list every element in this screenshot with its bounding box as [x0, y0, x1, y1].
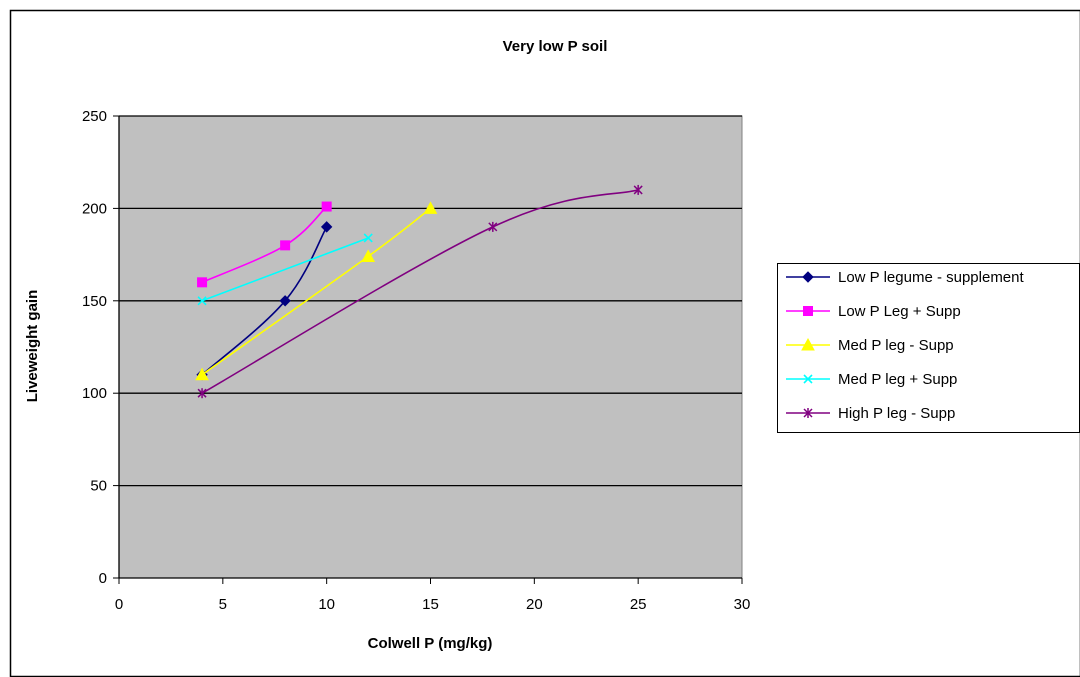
y-axis-title: Liveweight gain — [24, 290, 41, 403]
legend-marker — [803, 408, 813, 418]
x-tick-label: 10 — [318, 596, 335, 613]
plot-background — [118, 115, 743, 579]
series-5 — [197, 184, 643, 399]
chart-title: Very low P soil — [503, 38, 608, 55]
data-point — [279, 295, 291, 307]
series-4 — [197, 233, 373, 306]
legend-marker — [802, 271, 814, 283]
data-point — [280, 240, 291, 251]
gridlines — [119, 115, 742, 487]
data-point — [488, 221, 498, 232]
legend-label: Low P legume - supplement — [838, 269, 1024, 286]
data-point — [361, 249, 376, 262]
y-tick-label: 250 — [82, 108, 107, 125]
legend-item: Med P leg + Supp — [786, 371, 957, 388]
data-point — [633, 184, 643, 195]
series-line — [201, 237, 369, 302]
legend: Low P legume - supplement Low P Leg + Sup… — [777, 263, 1080, 433]
x-tick-label: 15 — [422, 596, 439, 613]
axes: 0 50 100 150 200 250 0 5 10 15 20 25 30 — [82, 108, 750, 613]
y-tick-label: 150 — [82, 293, 107, 310]
data-point — [363, 233, 373, 243]
data-point — [197, 388, 207, 399]
series-2 — [197, 201, 332, 288]
x-axis-title: Colwell P (mg/kg) — [368, 635, 493, 652]
y-tick-label: 50 — [90, 478, 107, 495]
data-point — [197, 296, 207, 306]
data-point — [197, 277, 208, 288]
legend-marker — [803, 306, 813, 316]
y-tick-label: 200 — [82, 200, 107, 217]
legend-label: High P leg - Supp — [838, 405, 955, 422]
legend-box — [777, 263, 1080, 433]
series-group — [195, 184, 643, 399]
series-line — [201, 189, 639, 394]
legend-label: Low P Leg + Supp — [838, 303, 961, 320]
legend-items: Low P legume - supplement Low P Leg + Sup… — [786, 269, 1024, 422]
legend-label: Med P leg - Supp — [838, 337, 954, 354]
legend-item: Low P legume - supplement — [786, 269, 1024, 286]
data-point — [321, 201, 332, 212]
series-3 — [195, 201, 438, 381]
data-point — [423, 201, 438, 214]
x-tick-label: 5 — [219, 596, 227, 613]
x-tick-label: 30 — [734, 596, 751, 613]
legend-item: Med P leg - Supp — [786, 337, 954, 354]
y-tick-label: 100 — [82, 385, 107, 402]
x-tick-label: 20 — [526, 596, 543, 613]
data-point — [320, 221, 333, 233]
y-tick-label: 0 — [99, 570, 107, 587]
series-line — [201, 207, 431, 376]
x-tick-label: 25 — [630, 596, 647, 613]
legend-label: Med P leg + Supp — [838, 371, 957, 388]
data-point — [195, 367, 209, 381]
legend-marker — [803, 374, 813, 384]
legend-item: High P leg - Supp — [786, 405, 955, 422]
legend-marker — [801, 337, 815, 351]
x-tick-label: 0 — [115, 596, 123, 613]
legend-item: Low P Leg + Supp — [786, 303, 961, 320]
plot-area — [118, 115, 743, 579]
